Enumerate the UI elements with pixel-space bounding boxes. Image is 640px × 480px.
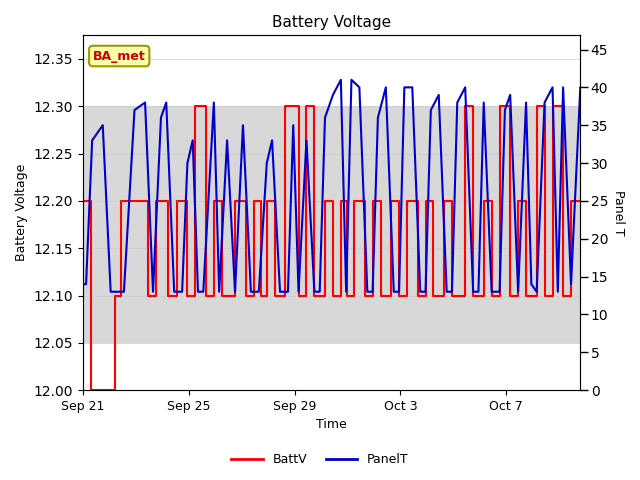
Text: BA_met: BA_met <box>93 49 146 62</box>
Y-axis label: Battery Voltage: Battery Voltage <box>15 164 28 262</box>
X-axis label: Time: Time <box>316 419 347 432</box>
Title: Battery Voltage: Battery Voltage <box>272 15 391 30</box>
Y-axis label: Panel T: Panel T <box>612 190 625 236</box>
Legend: BattV, PanelT: BattV, PanelT <box>227 448 413 471</box>
Bar <box>83 106 580 343</box>
